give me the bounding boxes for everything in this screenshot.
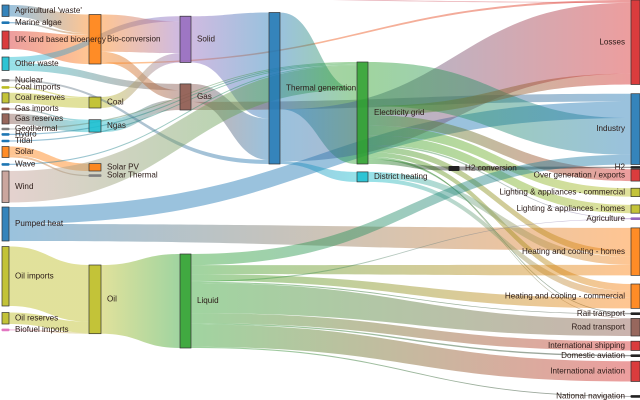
svg-text:Liquid: Liquid — [197, 296, 219, 305]
svg-text:Agricultural 'waste': Agricultural 'waste' — [15, 6, 82, 15]
svg-text:Industry: Industry — [596, 124, 626, 133]
svg-text:Gas imports: Gas imports — [15, 104, 59, 113]
svg-text:Road transport: Road transport — [571, 322, 625, 331]
svg-text:Rail transport: Rail transport — [577, 309, 626, 318]
svg-text:Coal: Coal — [107, 98, 124, 107]
svg-text:Wave: Wave — [15, 160, 36, 169]
svg-text:Other waste: Other waste — [15, 59, 59, 68]
svg-text:Lighting & appliances - homes: Lighting & appliances - homes — [517, 204, 625, 213]
svg-text:Electricity grid: Electricity grid — [374, 108, 424, 117]
svg-text:Gas: Gas — [197, 92, 212, 101]
svg-text:Coal imports: Coal imports — [15, 83, 60, 92]
svg-text:International aviation: International aviation — [550, 366, 625, 375]
svg-text:Oil reserves: Oil reserves — [15, 313, 58, 322]
svg-text:Losses: Losses — [599, 37, 625, 46]
svg-text:Oil: Oil — [107, 294, 117, 303]
svg-text:Thermal generation: Thermal generation — [286, 83, 356, 92]
svg-text:Solar Thermal: Solar Thermal — [107, 171, 158, 180]
svg-text:Heating and cooling - commerci: Heating and cooling - commercial — [505, 291, 625, 300]
svg-text:Over generation / exports: Over generation / exports — [534, 170, 625, 179]
svg-text:Bio-conversion: Bio-conversion — [107, 34, 161, 43]
svg-text:UK land based bioenergy: UK land based bioenergy — [15, 35, 107, 44]
svg-text:Gas reserves: Gas reserves — [15, 114, 63, 123]
svg-text:Ngas: Ngas — [107, 121, 126, 130]
svg-text:Lighting & appliances - commer: Lighting & appliances - commercial — [499, 188, 625, 197]
svg-text:Marine algae: Marine algae — [15, 18, 62, 27]
svg-text:Pumped heat: Pumped heat — [15, 219, 64, 228]
svg-text:H2 conversion: H2 conversion — [465, 164, 517, 173]
svg-text:Heating and cooling - homes: Heating and cooling - homes — [522, 247, 625, 256]
svg-text:Solar: Solar — [15, 147, 34, 156]
svg-text:National navigation: National navigation — [556, 392, 625, 400]
svg-text:Oil imports: Oil imports — [15, 271, 54, 280]
svg-text:Wind: Wind — [15, 182, 33, 191]
svg-text:District heating: District heating — [374, 172, 428, 181]
svg-text:Tidal: Tidal — [15, 136, 32, 145]
svg-text:Solid: Solid — [197, 34, 215, 43]
svg-text:Coal reserves: Coal reserves — [15, 93, 65, 102]
svg-text:Agriculture: Agriculture — [586, 214, 625, 223]
svg-text:Biofuel imports: Biofuel imports — [15, 325, 69, 334]
svg-text:International shipping: International shipping — [548, 341, 625, 350]
svg-text:Domestic aviation: Domestic aviation — [561, 351, 625, 360]
